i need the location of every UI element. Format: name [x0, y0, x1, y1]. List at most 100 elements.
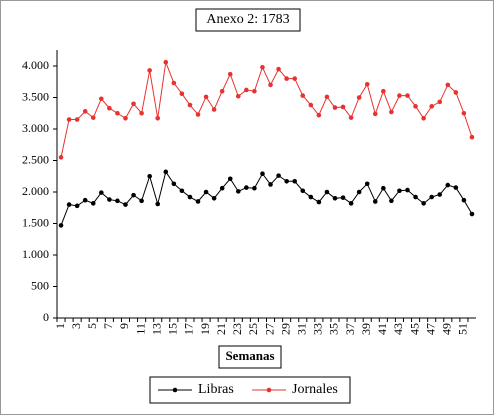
point [348, 201, 354, 206]
point [437, 99, 443, 105]
point [316, 112, 322, 118]
x-tick-label: 17 [182, 323, 196, 335]
point [147, 173, 152, 179]
point [324, 94, 330, 100]
point [163, 59, 169, 65]
point [429, 104, 434, 109]
point [195, 199, 201, 204]
y-tick-label: 3.500 [22, 89, 49, 103]
point [397, 188, 402, 194]
point [147, 68, 152, 73]
point [82, 197, 88, 203]
legend-label: Libras [198, 382, 234, 397]
point [364, 181, 370, 187]
point [99, 190, 104, 195]
x-tick-label: 39 [359, 323, 373, 335]
point [115, 198, 120, 204]
point [99, 96, 104, 102]
point [332, 105, 338, 110]
point [219, 88, 225, 94]
point [340, 195, 346, 200]
point [203, 189, 209, 195]
point [123, 115, 128, 121]
point [171, 181, 177, 187]
point [340, 104, 346, 110]
y-tick-label: 1.000 [22, 247, 49, 261]
point [332, 196, 338, 201]
point [308, 194, 314, 200]
point [203, 94, 209, 100]
x-tick-label: 45 [407, 323, 421, 335]
point [252, 185, 257, 191]
x-tick-label: 11 [133, 323, 147, 335]
point [284, 76, 289, 81]
point [389, 198, 394, 204]
point [195, 112, 201, 117]
point [163, 169, 169, 175]
point [131, 101, 136, 107]
point [131, 192, 136, 198]
point [74, 203, 80, 209]
point [107, 105, 112, 111]
x-tick-label: 43 [391, 323, 405, 335]
point [413, 104, 418, 109]
x-tick-label: 23 [230, 323, 244, 335]
point [244, 87, 249, 93]
point [115, 110, 120, 116]
point [308, 102, 314, 108]
point [405, 187, 410, 193]
x-label-box [218, 345, 282, 369]
point [397, 93, 402, 98]
x-axis-title: Semanas [225, 348, 274, 363]
series-line [60, 170, 473, 226]
point [453, 185, 459, 190]
point [381, 88, 386, 94]
x-tick-label: 51 [456, 323, 470, 335]
x-tick-label: 9 [117, 323, 131, 329]
title-box [195, 8, 301, 32]
x-tick-label: 7 [101, 323, 115, 329]
legend-marker [172, 387, 178, 393]
point [300, 188, 306, 194]
point [227, 176, 233, 182]
point [268, 82, 273, 88]
point [324, 189, 330, 195]
point [171, 80, 177, 86]
point [461, 110, 467, 116]
point [461, 197, 467, 203]
series-line [60, 60, 473, 158]
y-tick-label: 500 [31, 278, 49, 292]
point [58, 155, 64, 160]
x-tick-label: 21 [214, 323, 228, 335]
chart-title: Anexo 2: 1783 [206, 12, 289, 27]
point [421, 201, 426, 206]
point [421, 115, 426, 121]
x-tick-label: 31 [295, 323, 309, 335]
x-tick-label: 13 [149, 323, 163, 335]
point [179, 91, 185, 97]
point [90, 201, 96, 206]
point [348, 115, 354, 120]
point [244, 185, 249, 190]
point [276, 173, 281, 178]
point [292, 178, 298, 184]
point [90, 115, 96, 120]
point [413, 194, 418, 200]
point [372, 199, 378, 204]
x-tick-label: 3 [69, 323, 83, 329]
point [260, 64, 265, 70]
y-tick-label: 3.000 [22, 121, 49, 135]
point [82, 109, 88, 114]
point [372, 111, 378, 117]
x-tick-label: 35 [327, 323, 341, 335]
point [469, 134, 475, 140]
x-tick-label: 25 [246, 323, 260, 335]
point [179, 188, 185, 194]
point [235, 93, 241, 99]
point [187, 194, 193, 200]
x-tick-label: 37 [343, 323, 357, 335]
x-tick-label: 29 [278, 323, 292, 335]
point [453, 90, 459, 95]
point [211, 107, 217, 112]
point [429, 194, 434, 200]
